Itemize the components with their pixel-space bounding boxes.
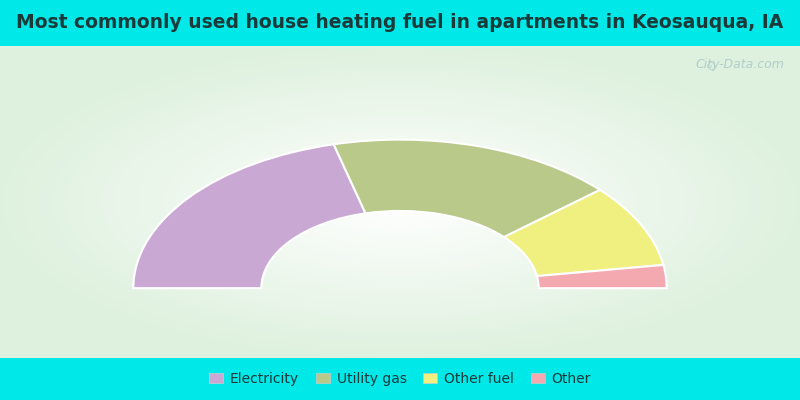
Text: ⊙: ⊙ — [706, 60, 716, 73]
Wedge shape — [537, 265, 666, 288]
Text: City-Data.com: City-Data.com — [695, 58, 784, 72]
Legend: Electricity, Utility gas, Other fuel, Other: Electricity, Utility gas, Other fuel, Ot… — [203, 366, 597, 392]
Wedge shape — [334, 140, 600, 237]
Wedge shape — [134, 144, 366, 288]
Text: Most commonly used house heating fuel in apartments in Keosauqua, IA: Most commonly used house heating fuel in… — [16, 14, 784, 32]
Wedge shape — [504, 190, 663, 276]
